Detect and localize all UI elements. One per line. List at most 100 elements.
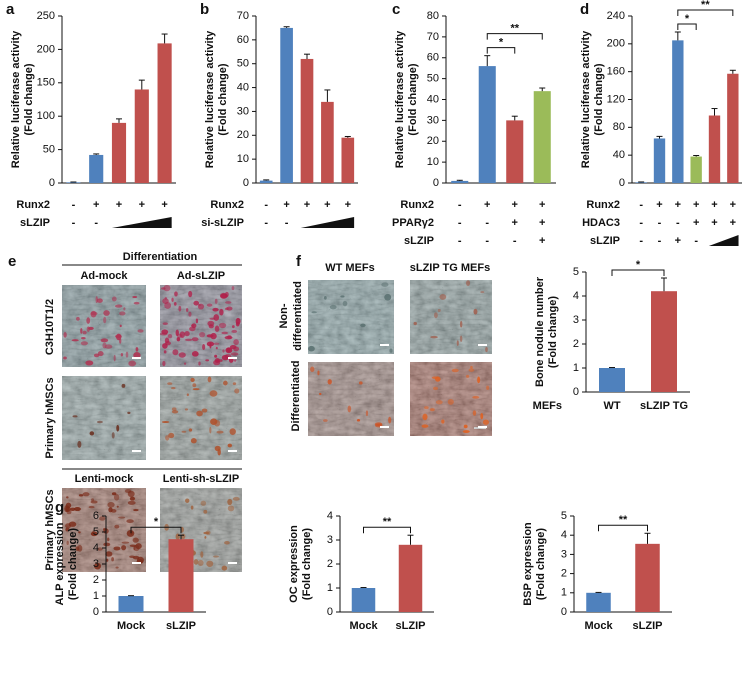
y-axis-label: Relative luciferase activity bbox=[10, 30, 22, 168]
condition-name: HDAC3 bbox=[582, 217, 620, 229]
cell bbox=[125, 351, 129, 358]
cell bbox=[162, 298, 169, 305]
cell bbox=[116, 424, 120, 432]
cell bbox=[102, 342, 107, 349]
cell bbox=[113, 493, 120, 501]
y-tick-label: 50 bbox=[43, 144, 55, 156]
cell bbox=[431, 376, 439, 380]
y-axis-label: (Fold change) bbox=[67, 528, 79, 600]
cell bbox=[360, 323, 366, 328]
condition-mark: - bbox=[458, 217, 462, 229]
condition-name: Runx2 bbox=[586, 199, 620, 211]
cell bbox=[200, 500, 207, 506]
cell bbox=[127, 500, 136, 505]
error-bar bbox=[407, 534, 414, 545]
error-bar bbox=[138, 79, 145, 90]
bar bbox=[341, 137, 355, 183]
cell bbox=[310, 366, 315, 373]
condition-mark: + bbox=[693, 199, 699, 211]
condition-mark: - bbox=[72, 199, 76, 211]
condition-mark: - bbox=[94, 217, 98, 229]
panel-letter: g bbox=[55, 499, 64, 516]
y-axis-label: Relative luciferase activity bbox=[204, 30, 216, 168]
condition-mark: - bbox=[639, 235, 643, 247]
error-bar bbox=[178, 534, 184, 540]
cell bbox=[66, 540, 69, 545]
cell bbox=[209, 342, 212, 349]
cell bbox=[167, 382, 173, 385]
cell bbox=[231, 325, 235, 329]
y-tick-label: 0 bbox=[93, 606, 99, 618]
y-tick-label: 200 bbox=[37, 43, 55, 55]
x-tick-label: Mock bbox=[584, 620, 613, 632]
cell bbox=[116, 505, 119, 508]
cell bbox=[197, 559, 204, 567]
texture bbox=[410, 280, 492, 354]
condition-mark: + bbox=[283, 199, 289, 211]
cell bbox=[90, 500, 98, 504]
condition-name: PPARγ2 bbox=[392, 217, 434, 229]
y-tick-label: 2 bbox=[573, 338, 579, 350]
cell bbox=[213, 359, 221, 366]
bar bbox=[451, 180, 469, 183]
cell bbox=[103, 316, 107, 324]
cell bbox=[209, 426, 212, 434]
y-axis-label: (Fold change) bbox=[547, 296, 559, 368]
cell bbox=[89, 431, 95, 436]
condition-mark: + bbox=[324, 199, 330, 211]
error-bar bbox=[693, 155, 700, 157]
cell bbox=[209, 390, 218, 397]
cell bbox=[126, 529, 135, 537]
y-tick-label: 2 bbox=[561, 568, 567, 580]
bar bbox=[398, 544, 423, 612]
cell bbox=[199, 331, 206, 338]
cell bbox=[465, 374, 470, 378]
bar bbox=[533, 91, 551, 183]
cell bbox=[347, 405, 352, 413]
cell bbox=[126, 519, 134, 524]
condition-mark: + bbox=[345, 199, 351, 211]
cell bbox=[198, 361, 201, 366]
y-tick-label: 0 bbox=[433, 177, 439, 189]
bar bbox=[66, 182, 81, 183]
condition-name: Runx2 bbox=[210, 199, 244, 211]
bar bbox=[506, 120, 524, 183]
cell bbox=[473, 308, 478, 315]
y-tick-label: 0 bbox=[573, 386, 579, 398]
cell bbox=[96, 420, 103, 424]
texture bbox=[308, 280, 394, 354]
significance-bracket bbox=[598, 524, 648, 532]
y-tick-label: 3 bbox=[327, 534, 333, 546]
cell bbox=[374, 422, 383, 426]
y-tick-label: 0 bbox=[243, 177, 249, 189]
condition-name: sLZIP bbox=[20, 217, 50, 229]
bar bbox=[635, 543, 660, 612]
cell bbox=[68, 521, 77, 527]
y-axis-label: Relative luciferase activity bbox=[394, 30, 406, 168]
cell bbox=[229, 428, 236, 435]
x-tick-label: sLZIP bbox=[166, 620, 196, 632]
cell bbox=[72, 415, 78, 418]
cell bbox=[124, 489, 132, 494]
cell bbox=[432, 386, 439, 391]
cell bbox=[233, 339, 239, 346]
column-label: Ad-mock bbox=[80, 270, 128, 282]
cell bbox=[192, 388, 200, 391]
cell bbox=[103, 542, 111, 547]
cell bbox=[163, 350, 167, 354]
y-tick-label: 1 bbox=[93, 590, 99, 602]
significance-label: ** bbox=[619, 514, 628, 526]
cell bbox=[118, 516, 126, 519]
x-tick-label: sLZIP TG bbox=[640, 400, 688, 412]
cell bbox=[113, 546, 121, 551]
cell bbox=[127, 411, 131, 415]
x-tick-label: sLZIP bbox=[633, 620, 663, 632]
cell bbox=[472, 395, 480, 399]
condition-mark: - bbox=[485, 217, 489, 229]
cell bbox=[162, 360, 166, 367]
dose-triangle bbox=[111, 217, 172, 228]
cell bbox=[71, 339, 79, 342]
cell bbox=[233, 346, 240, 352]
cell bbox=[212, 307, 219, 312]
